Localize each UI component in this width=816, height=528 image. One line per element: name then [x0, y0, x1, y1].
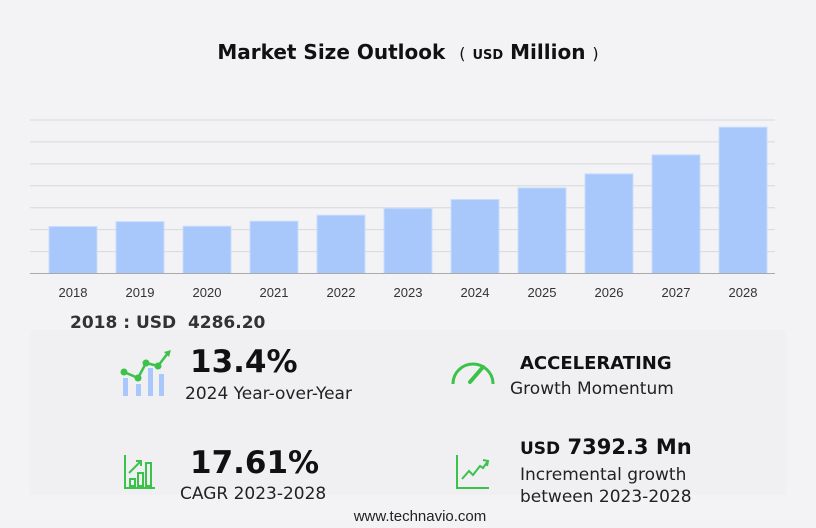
cagr-label: CAGR 2023-2028	[180, 484, 327, 504]
speedometer-icon	[451, 362, 495, 385]
footer-url: www.technavio.com	[353, 508, 487, 525]
bar-2026	[584, 173, 634, 274]
bar-2020	[182, 225, 232, 274]
bar-chart: 2018 2019 2020 2021 2022 2023 2024 2025 2026 2027…	[30, 119, 775, 300]
bar-2028	[718, 126, 768, 275]
x-tick-label: 2022	[327, 285, 356, 300]
cagr-value: 17.61%	[190, 445, 320, 481]
x-tick-label: 2026	[595, 285, 624, 300]
incremental-label-1: Incremental growth	[520, 465, 687, 485]
bar-2022	[316, 214, 366, 274]
yoy-value: 13.4%	[190, 344, 298, 380]
x-tick-label: 2025	[528, 285, 557, 300]
x-tick-label: 2024	[461, 285, 490, 300]
x-tick-label: 2018	[59, 285, 88, 300]
incremental-value: USD 7392.3 Mn	[520, 435, 692, 459]
title-unit: USD	[472, 48, 504, 63]
growth-chart-icon	[120, 350, 171, 396]
momentum-label: Growth Momentum	[510, 379, 674, 399]
trend-line-icon	[456, 455, 490, 489]
incremental-label-2: between 2023-2028	[520, 487, 692, 507]
yoy-label: 2024 Year-over-Year	[185, 384, 352, 404]
chart-title: Market Size Outlook ( USD Million )	[217, 40, 599, 64]
incremental-unit: USD	[520, 439, 561, 459]
title-text: Market Size Outlook	[217, 40, 446, 64]
bar-growth-icon	[124, 455, 155, 489]
x-tick-label: 2019	[126, 285, 155, 300]
stats-panel	[30, 330, 786, 495]
x-tick-label: 2028	[729, 285, 758, 300]
highlight-value: 2018 : USD 4286.20	[70, 313, 266, 333]
momentum-value: ACCELERATING	[520, 353, 672, 374]
bar-2024	[450, 199, 500, 275]
x-tick-label: 2020	[193, 285, 222, 300]
title-suffix: Million	[510, 40, 586, 64]
bar-2021	[249, 220, 299, 275]
bar-2018	[48, 226, 98, 275]
bar-2019	[115, 221, 165, 275]
bar-2023	[383, 207, 433, 274]
x-tick-label: 2023	[394, 285, 423, 300]
incremental-amount: 7392.3 Mn	[567, 435, 692, 459]
x-tick-label: 2027	[662, 285, 691, 300]
bar-2025	[517, 187, 567, 274]
x-tick-label: 2021	[260, 285, 289, 300]
bar-2027	[651, 154, 701, 274]
